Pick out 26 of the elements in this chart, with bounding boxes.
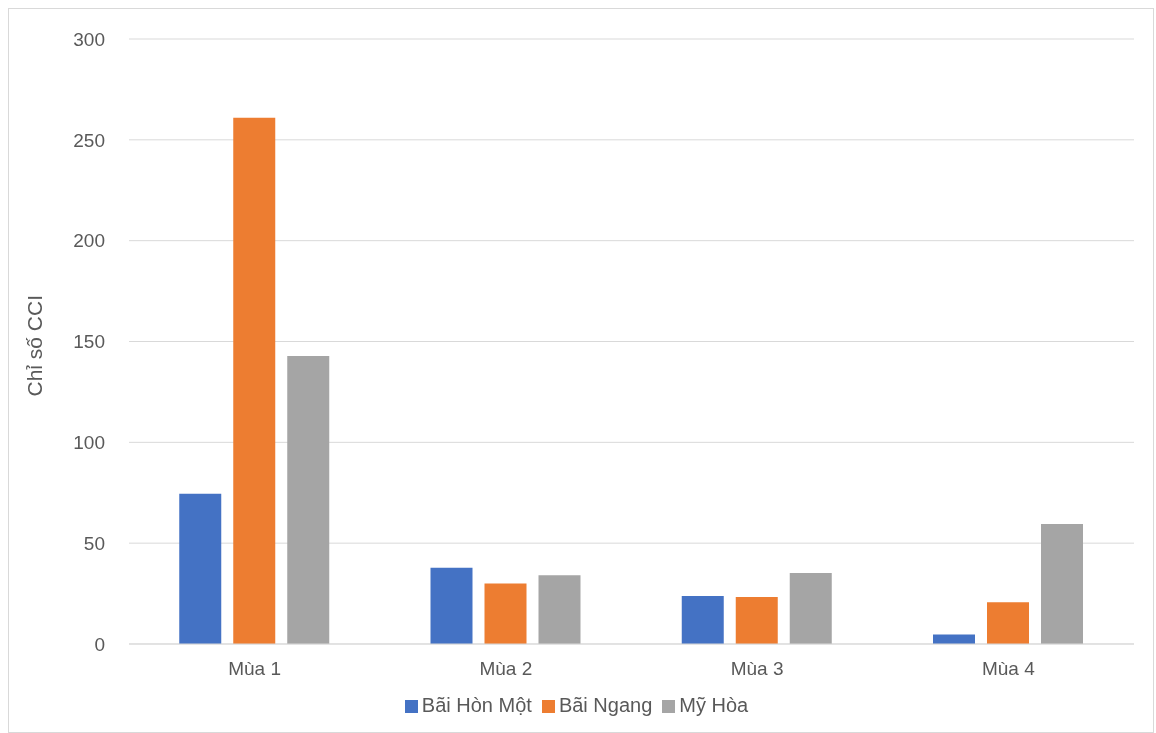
legend-label: Bãi Hòn Một bbox=[421, 694, 532, 716]
y-tick-label: 100 bbox=[73, 432, 105, 454]
bar bbox=[538, 575, 581, 644]
bar bbox=[987, 602, 1029, 644]
y-tick-label: 250 bbox=[73, 129, 105, 151]
bar bbox=[484, 583, 527, 644]
x-tick-label: Mùa 4 bbox=[981, 658, 1036, 680]
legend-label: Bãi Ngang bbox=[558, 694, 653, 716]
bar bbox=[287, 356, 330, 644]
bar bbox=[430, 567, 473, 644]
x-tick-label: Mùa 3 bbox=[730, 658, 784, 680]
bar bbox=[735, 597, 778, 644]
y-tick-label: 0 bbox=[94, 633, 105, 655]
legend-label: Mỹ Hòa bbox=[679, 694, 749, 716]
x-tick-label: Mùa 1 bbox=[228, 658, 282, 680]
y-axis-title: Chỉ số CCI bbox=[23, 294, 47, 397]
bar bbox=[1041, 524, 1083, 644]
bar bbox=[179, 493, 222, 644]
x-tick-label: Mùa 2 bbox=[479, 658, 533, 680]
y-tick-label: 300 bbox=[73, 28, 105, 50]
y-tick-label: 50 bbox=[83, 532, 105, 554]
bar bbox=[681, 596, 724, 644]
bar bbox=[233, 117, 276, 644]
y-tick-label: 200 bbox=[73, 230, 105, 252]
bar bbox=[789, 573, 832, 644]
y-tick-label: 150 bbox=[73, 331, 105, 353]
